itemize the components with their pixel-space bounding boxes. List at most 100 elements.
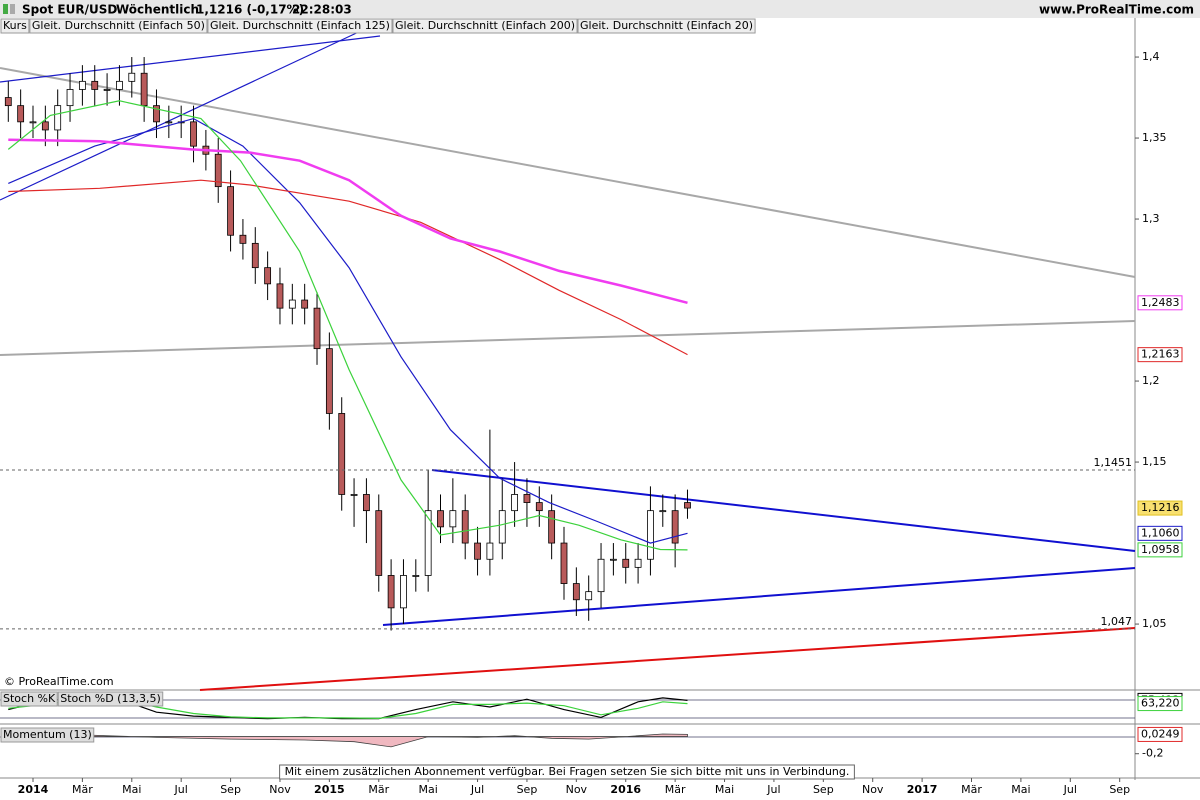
- trendlines: [0, 21, 1136, 691]
- candle-body: [363, 494, 370, 512]
- title-bar: [0, 0, 1200, 18]
- candle-body: [54, 105, 62, 131]
- price-badge-label: 1,2483: [1141, 296, 1180, 309]
- legend-entry: Momentum (13): [3, 728, 92, 741]
- price-badge: [1137, 347, 1183, 363]
- legend-entry: Stoch %K: [3, 692, 56, 705]
- site: www.ProRealTime.com: [1039, 3, 1194, 17]
- trendline: [431, 469, 1136, 552]
- trendline: [0, 67, 1136, 278]
- copyright: © ProRealTime.com: [4, 675, 114, 688]
- legend-box: [577, 18, 756, 34]
- level-label: 1,1451: [1094, 456, 1133, 469]
- price-badge-label: 63,220: [1141, 697, 1180, 710]
- legend-entry: Kurs: [3, 19, 27, 32]
- y-tick-label: 1,2: [1142, 374, 1160, 387]
- x-tick-label: Jul: [470, 783, 484, 796]
- x-tick-label: Mai: [419, 783, 438, 796]
- candle-body: [239, 234, 247, 244]
- price-badge: [1137, 500, 1183, 516]
- legend-box: [0, 727, 95, 743]
- candle-body: [412, 575, 420, 577]
- candle-body: [66, 89, 74, 107]
- legend-box: [57, 691, 164, 707]
- legend-entry: Gleit. Durchschnitt (Einfach 200): [395, 19, 575, 32]
- candle-body: [498, 510, 506, 544]
- moving-average: [8, 117, 688, 544]
- moving-average: [8, 138, 688, 305]
- trendline: [199, 627, 1136, 691]
- price-badge: [1137, 696, 1183, 712]
- x-tick-label: Mär: [961, 783, 982, 796]
- price-badge: [1137, 726, 1183, 742]
- x-tick-label: Sep: [220, 783, 241, 796]
- x-tick-label: 2014: [18, 783, 49, 796]
- candle-body: [91, 80, 99, 90]
- x-tick-label: Mär: [368, 783, 389, 796]
- candle-body: [634, 558, 642, 568]
- candle-body: [251, 242, 259, 269]
- candle-body: [301, 299, 309, 309]
- y-tick-label: -0,2: [1142, 747, 1163, 760]
- legend-box: [0, 18, 30, 34]
- candle-body: [474, 542, 481, 560]
- candle-body: [4, 97, 12, 107]
- candles: [4, 57, 691, 631]
- x-tick-label: Sep: [813, 783, 834, 796]
- instrument: Spot EUR/USD: [22, 3, 117, 17]
- candle-body: [609, 558, 617, 561]
- candle-body: [338, 413, 346, 495]
- candle-body: [684, 502, 691, 509]
- candle-body: [511, 494, 518, 512]
- trendline: [0, 35, 381, 83]
- x-tick-label: Jul: [1063, 783, 1077, 796]
- candle-body: [659, 510, 667, 513]
- x-tick-label: Nov: [269, 783, 291, 796]
- x-tick-label: Mai: [122, 783, 141, 796]
- candle-body: [103, 89, 111, 91]
- candle-body: [535, 502, 543, 512]
- x-tick-label: Nov: [862, 783, 884, 796]
- candle-body: [523, 494, 531, 503]
- trendline: [382, 567, 1136, 626]
- x-tick-label: Mai: [1011, 783, 1030, 796]
- price-badge: [1137, 525, 1183, 541]
- candle-body: [190, 121, 197, 147]
- candle-body: [572, 583, 580, 601]
- candle-body: [17, 105, 25, 123]
- quote: 1,1216 (-0,17%): [196, 3, 304, 17]
- y-tick-label: 1,15: [1142, 455, 1167, 468]
- legend-box: [29, 18, 208, 34]
- candle-body: [116, 80, 123, 90]
- time: 22:28:03: [292, 3, 352, 17]
- candle-body: [461, 510, 469, 544]
- moving-average: [8, 179, 688, 356]
- x-tick-label: Jul: [766, 783, 780, 796]
- candle-body: [128, 72, 136, 82]
- legend-entry: Gleit. Durchschnitt (Einfach 125): [210, 19, 390, 32]
- icon: [3, 4, 8, 14]
- candle-body: [29, 121, 37, 124]
- level-label: 1,047: [1101, 615, 1133, 628]
- candle-body: [671, 510, 679, 544]
- candle-body: [165, 121, 173, 124]
- candle-body: [153, 105, 160, 123]
- candle-body: [214, 153, 222, 188]
- candle-body: [288, 299, 296, 309]
- y-tick-label: 1,4: [1142, 50, 1160, 63]
- candle-body: [264, 267, 272, 285]
- price-badge-label: 1,1060: [1141, 526, 1180, 539]
- candle-body: [486, 542, 494, 560]
- candle-body: [350, 494, 358, 496]
- candle-body: [78, 80, 86, 90]
- candle-body: [548, 510, 556, 544]
- price-badge-label: 0,0249: [1141, 727, 1180, 740]
- candle-body: [400, 575, 407, 609]
- candle-body: [313, 307, 321, 350]
- x-tick-label: 2016: [610, 783, 641, 796]
- y-tick-label: 1,35: [1142, 131, 1167, 144]
- legend-box: [392, 18, 578, 34]
- x-tick-label: 2015: [314, 783, 345, 796]
